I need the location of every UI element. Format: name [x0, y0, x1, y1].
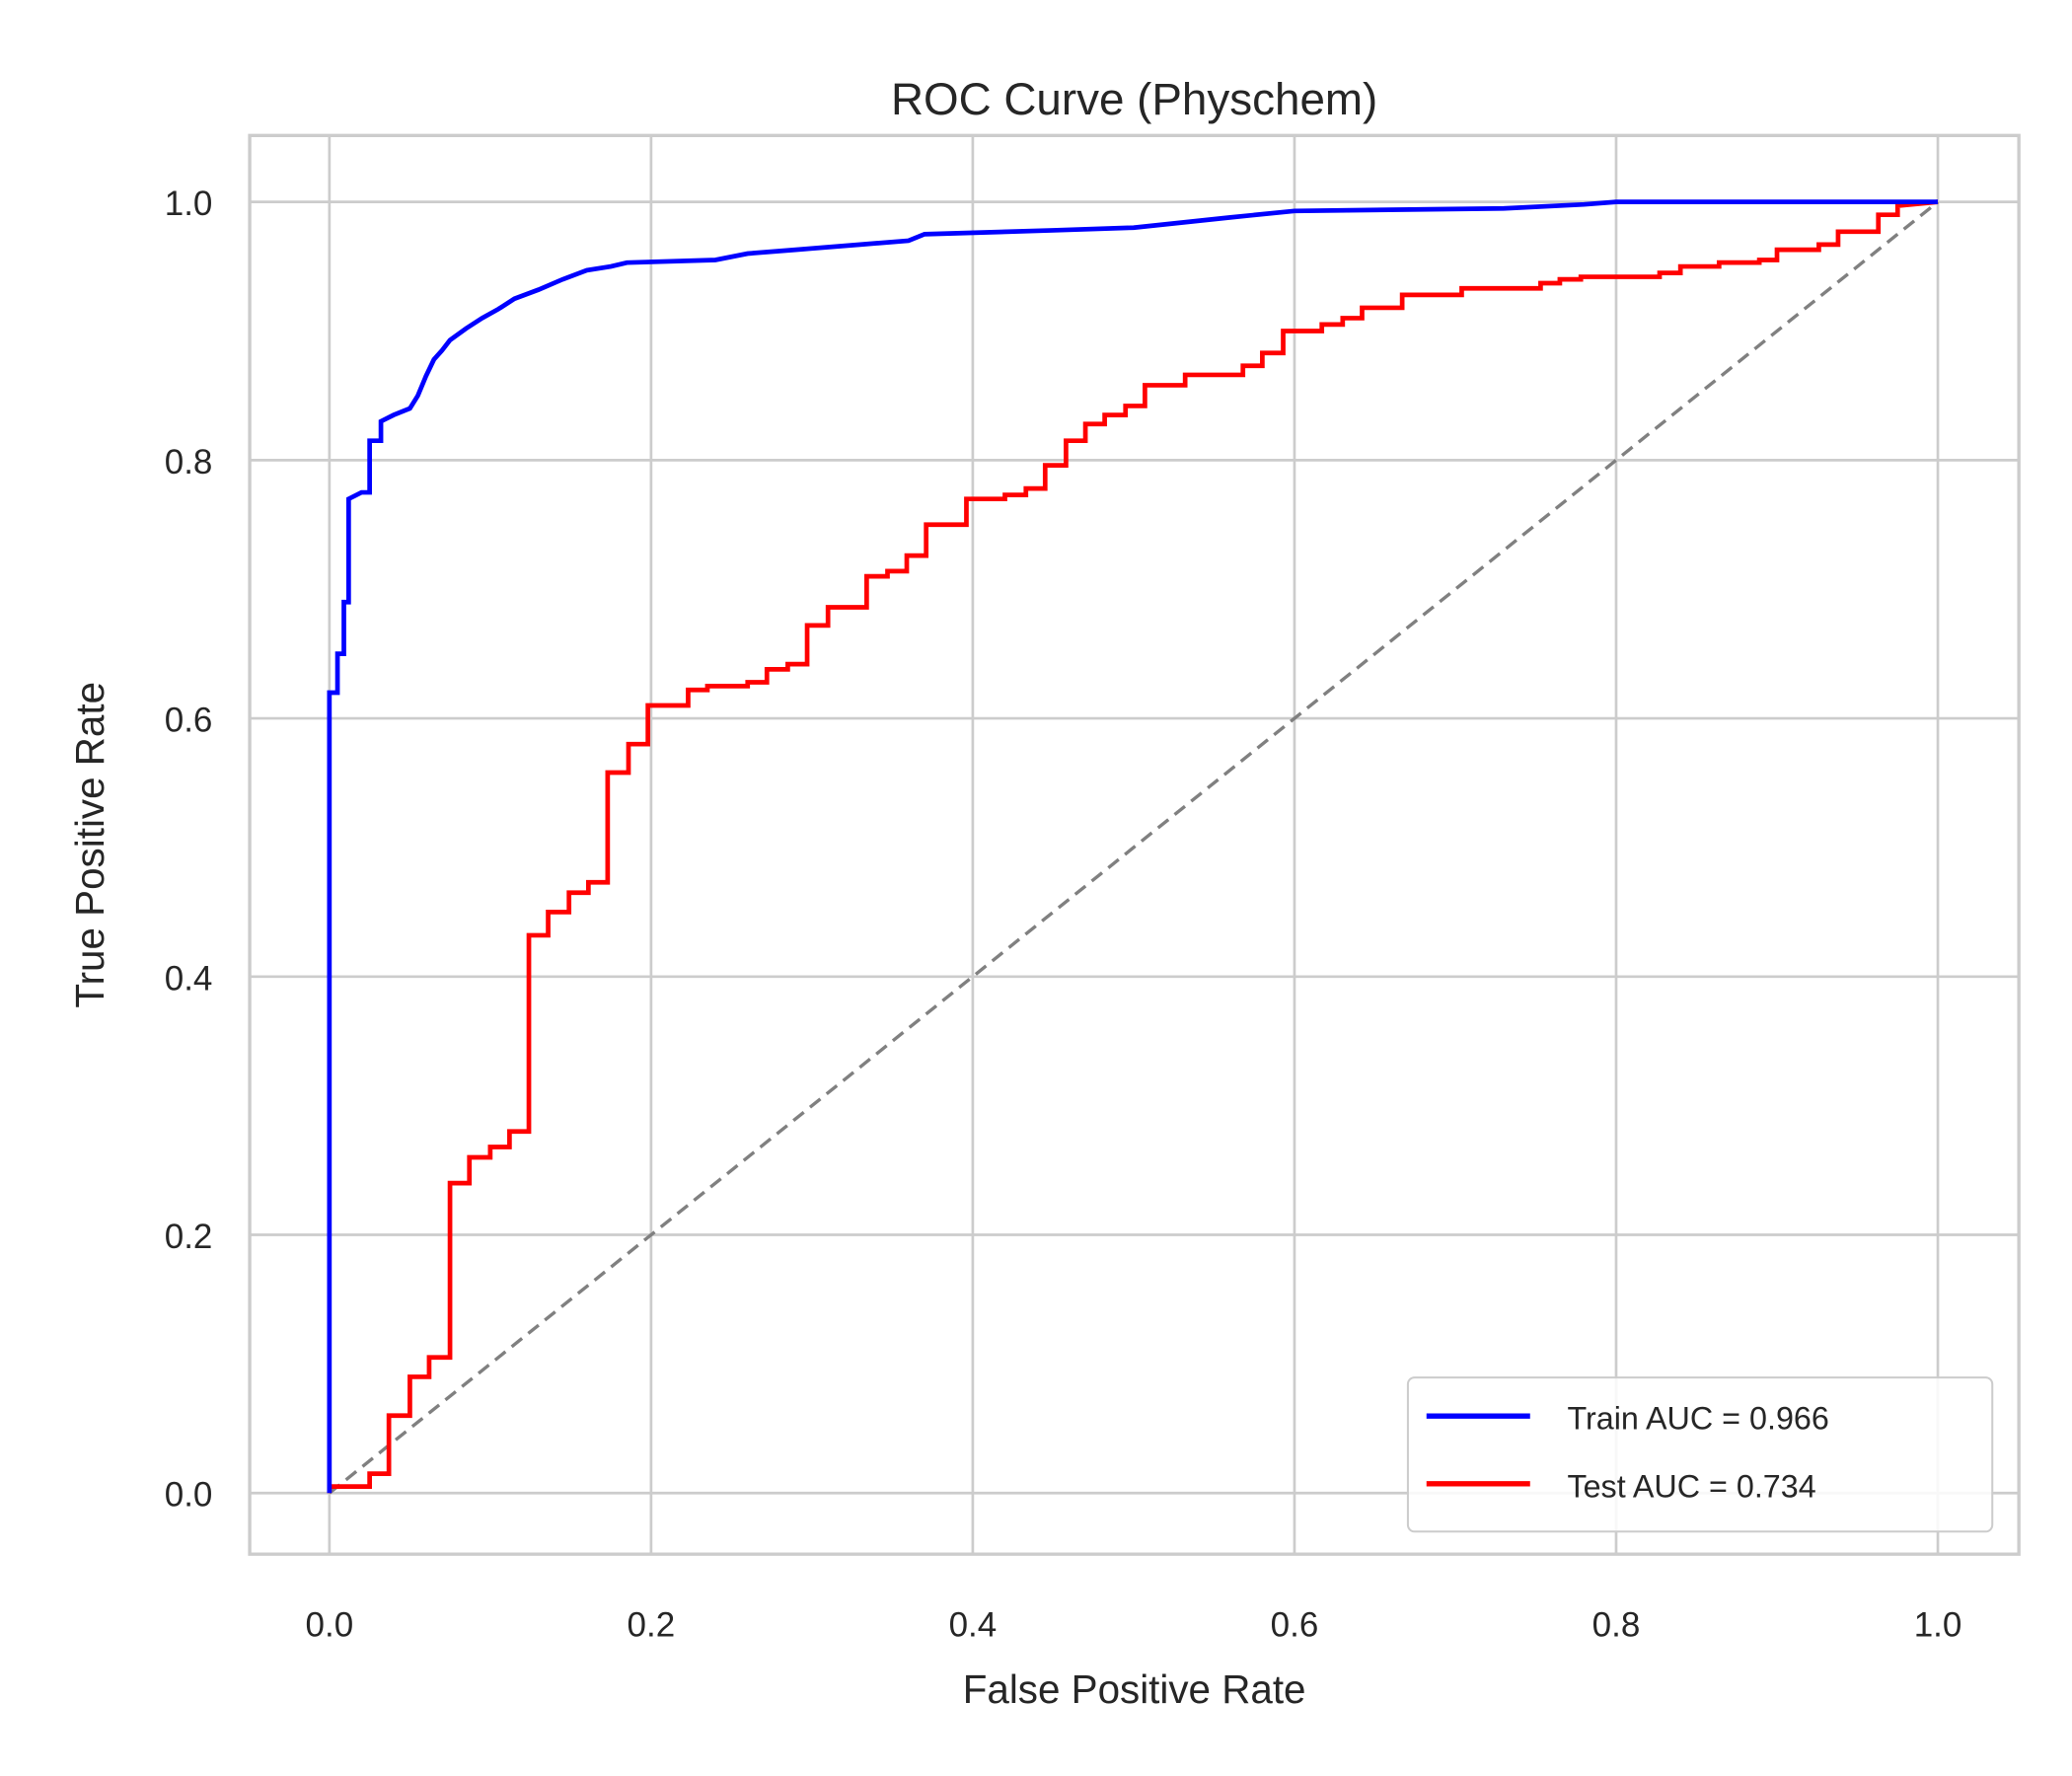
- legend: Train AUC = 0.966 Test AUC = 0.734: [1406, 1376, 1994, 1533]
- legend-label-test: Test AUC = 0.734: [1567, 1468, 1815, 1504]
- x-axis-label: False Positive Rate: [963, 1666, 1306, 1712]
- y-tick-label: 0.8: [165, 443, 213, 481]
- x-tick-label: 0.0: [306, 1606, 354, 1645]
- y-tick-label: 1.0: [165, 185, 213, 223]
- y-axis-label: True Positive Rate: [67, 682, 112, 1008]
- x-tick-label: 0.2: [628, 1606, 676, 1645]
- legend-label-train: Train AUC = 0.966: [1567, 1401, 1828, 1437]
- y-tick-label: 0.6: [165, 702, 213, 740]
- x-tick-label: 0.6: [1271, 1606, 1319, 1645]
- chart-title: ROC Curve (Physchem): [891, 74, 1377, 124]
- chance-diagonal-line: [328, 200, 1940, 1495]
- x-tick-label: 1.0: [1914, 1606, 1962, 1645]
- y-tick-label: 0.0: [165, 1476, 213, 1515]
- grid: [250, 135, 2020, 1555]
- train-roc-line: [327, 199, 1939, 1494]
- x-tick-label: 0.8: [1592, 1606, 1641, 1645]
- test-roc-line: [327, 199, 1939, 1494]
- y-tick-label: 0.4: [165, 959, 213, 998]
- legend-box: [1406, 1376, 1994, 1533]
- plot-frame: [248, 133, 2021, 1556]
- tick-labels: 0.0 0.2 0.4 0.6 0.8 1.0 0.0 0.2 0.4 0.6 0.8 1.0: [165, 185, 1962, 1645]
- series-group: [327, 199, 1940, 1495]
- y-tick-label: 0.2: [165, 1218, 213, 1256]
- x-tick-label: 0.4: [949, 1606, 998, 1645]
